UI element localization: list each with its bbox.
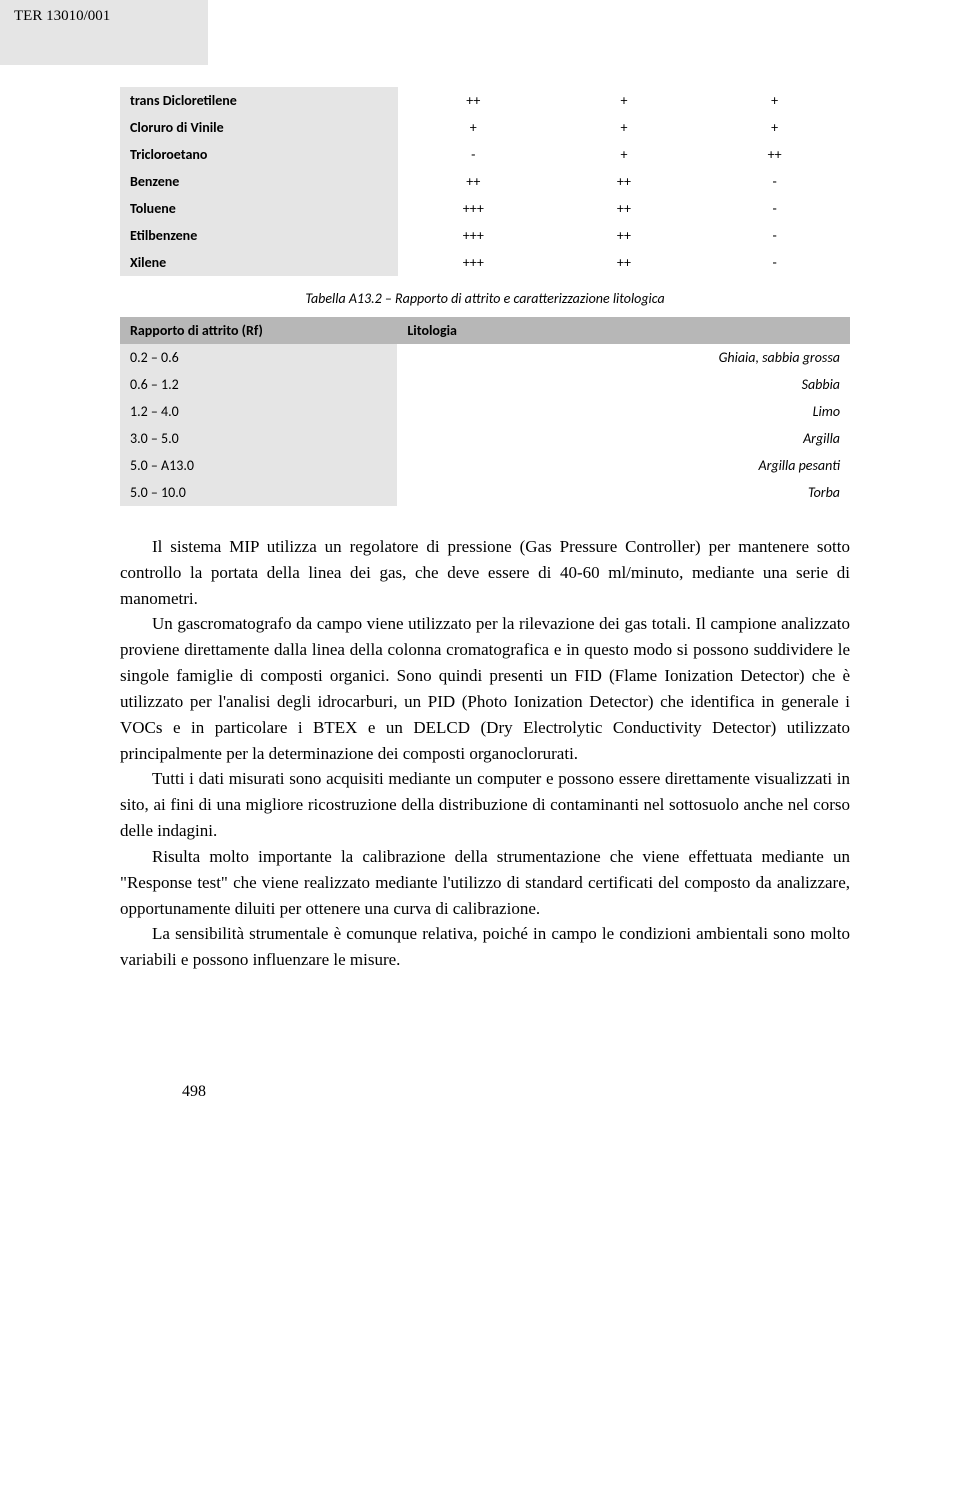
cell: ++ (549, 168, 700, 195)
table-row: Toluene +++ ++ - (120, 195, 850, 222)
table-row: Cloruro di Vinile + + + (120, 114, 850, 141)
page-content: trans Dicloretilene ++ + + Cloruro di Vi… (0, 87, 960, 1101)
lit-cell: Torba (397, 479, 850, 506)
col-header-rf: Rapporto di attrito (Rf) (120, 317, 397, 344)
cell: + (699, 87, 850, 114)
paragraph: Il sistema MIP utilizza un regolatore di… (120, 534, 850, 611)
lit-cell: Sabbia (397, 371, 850, 398)
table-row: 5.0 – A13.0 Argilla pesanti (120, 452, 850, 479)
compound-name: Etilbenzene (120, 222, 398, 249)
lit-cell: Limo (397, 398, 850, 425)
rf-cell: 1.2 – 4.0 (120, 398, 397, 425)
rf-cell: 0.2 – 0.6 (120, 344, 397, 371)
paragraph: Tutti i dati misurati sono acquisiti med… (120, 766, 850, 843)
compound-name: Tricloroetano (120, 141, 398, 168)
cell: +++ (398, 249, 549, 276)
compound-name: Cloruro di Vinile (120, 114, 398, 141)
table-row: Xilene +++ ++ - (120, 249, 850, 276)
lit-cell: Argilla pesanti (397, 452, 850, 479)
cell: - (699, 249, 850, 276)
rf-cell: 5.0 – 10.0 (120, 479, 397, 506)
cell: + (398, 114, 549, 141)
body-text: Il sistema MIP utilizza un regolatore di… (120, 534, 850, 973)
doc-ref-header: TER 13010/001 (0, 0, 208, 65)
rf-cell: 0.6 – 1.2 (120, 371, 397, 398)
table-row: Benzene ++ ++ - (120, 168, 850, 195)
table-row: 0.6 – 1.2 Sabbia (120, 371, 850, 398)
lit-cell: Argilla (397, 425, 850, 452)
table-caption: Tabella A13.2 – Rapporto di attrito e ca… (120, 290, 850, 307)
cell: - (699, 168, 850, 195)
rf-cell: 3.0 – 5.0 (120, 425, 397, 452)
table-row: trans Dicloretilene ++ + + (120, 87, 850, 114)
table-row: 0.2 – 0.6 Ghiaia, sabbia grossa (120, 344, 850, 371)
page-number: 498 (182, 1083, 850, 1101)
table-row: Tricloroetano - + ++ (120, 141, 850, 168)
table-row: 5.0 – 10.0 Torba (120, 479, 850, 506)
table-row: 1.2 – 4.0 Limo (120, 398, 850, 425)
col-header-lit: Litologia (397, 317, 850, 344)
table-row: Etilbenzene +++ ++ - (120, 222, 850, 249)
cell: - (699, 222, 850, 249)
cell: + (549, 141, 700, 168)
compound-name: Toluene (120, 195, 398, 222)
cell: ++ (549, 195, 700, 222)
cell: + (549, 114, 700, 141)
paragraph: Un gascromatografo da campo viene utiliz… (120, 611, 850, 766)
cell: +++ (398, 222, 549, 249)
compound-name: trans Dicloretilene (120, 87, 398, 114)
paragraph: La sensibilità strumentale è comunque re… (120, 921, 850, 973)
cell: + (699, 114, 850, 141)
rf-cell: 5.0 – A13.0 (120, 452, 397, 479)
cell: ++ (549, 222, 700, 249)
cell: - (699, 195, 850, 222)
cell: ++ (699, 141, 850, 168)
compound-name: Xilene (120, 249, 398, 276)
table-row: 3.0 – 5.0 Argilla (120, 425, 850, 452)
table-compounds: trans Dicloretilene ++ + + Cloruro di Vi… (120, 87, 850, 276)
cell: + (549, 87, 700, 114)
cell: ++ (398, 168, 549, 195)
cell: ++ (549, 249, 700, 276)
table-lithology: Rapporto di attrito (Rf) Litologia 0.2 –… (120, 317, 850, 506)
cell: - (398, 141, 549, 168)
cell: ++ (398, 87, 549, 114)
compound-name: Benzene (120, 168, 398, 195)
lit-cell: Ghiaia, sabbia grossa (397, 344, 850, 371)
cell: +++ (398, 195, 549, 222)
paragraph: Risulta molto importante la calibrazione… (120, 844, 850, 921)
